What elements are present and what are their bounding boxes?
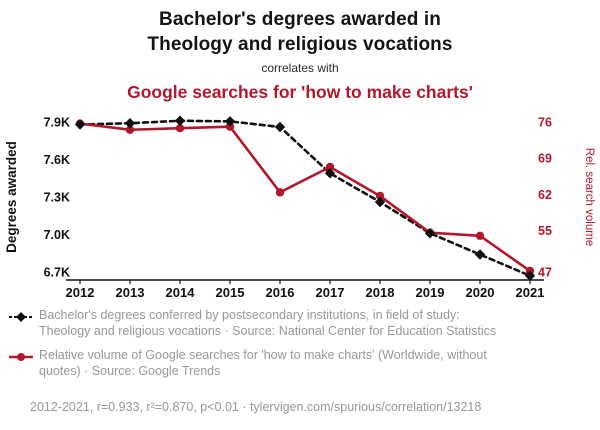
svg-text:2016: 2016 (266, 285, 295, 300)
svg-text:Degrees awarded: Degrees awarded (4, 141, 19, 253)
svg-text:62: 62 (538, 188, 552, 202)
dual-axis-line-chart: 2012 2013 2014 2015 2016 2017 2018 2019 2020 2021… (4, 116, 595, 301)
red-subtitle: Google searches for 'how to make charts' (127, 82, 473, 102)
svg-text:2013: 2013 (116, 285, 145, 300)
legend-text-searches: Relative volume of Google searches for '… (39, 348, 487, 378)
page-title-line1: Bachelor's degrees awarded in (159, 9, 441, 30)
svg-text:7.9K: 7.9K (44, 116, 70, 130)
svg-text:2021: 2021 (516, 285, 545, 300)
svg-text:76: 76 (538, 116, 552, 130)
svg-text:Rel. search volume: Rel. search volume (583, 148, 595, 246)
svg-text:6.7K: 6.7K (44, 266, 70, 280)
svg-text:2015: 2015 (216, 285, 245, 300)
svg-text:2019: 2019 (416, 285, 445, 300)
header: Bachelor's degrees awarded in Theology a… (0, 0, 600, 104)
svg-text:2012: 2012 (66, 285, 95, 300)
svg-text:7.3K: 7.3K (44, 191, 70, 205)
svg-text:47: 47 (538, 266, 552, 280)
legend-item-searches: Relative volume of Google searches for '… (8, 348, 568, 379)
legend-text-degrees: Bachelor's degrees conferred by postseco… (39, 308, 497, 338)
svg-text:7.6K: 7.6K (44, 153, 70, 167)
svg-text:2014: 2014 (166, 285, 196, 300)
legend: Bachelor's degrees conferred by postseco… (8, 308, 568, 388)
svg-text:69: 69 (538, 152, 552, 166)
svg-text:55: 55 (538, 224, 552, 238)
svg-text:7.0K: 7.0K (44, 228, 70, 242)
svg-text:2020: 2020 (466, 285, 495, 300)
svg-text:2018: 2018 (366, 285, 395, 300)
stats-and-source-line: 2012-2021, r=0.933, r²=0.870, p<0.01 · t… (30, 400, 482, 414)
degrees-series-icon (9, 312, 33, 322)
correlates-with-label: correlates with (261, 61, 339, 75)
page-title-line2: Theology and religious vocations (147, 34, 453, 55)
svg-text:2017: 2017 (316, 285, 345, 300)
legend-item-degrees: Bachelor's degrees conferred by postseco… (8, 308, 568, 339)
searches-series-icon (9, 353, 33, 361)
chart-area: 2012 2013 2014 2015 2016 2017 2018 2019 2020 2021… (0, 102, 600, 304)
